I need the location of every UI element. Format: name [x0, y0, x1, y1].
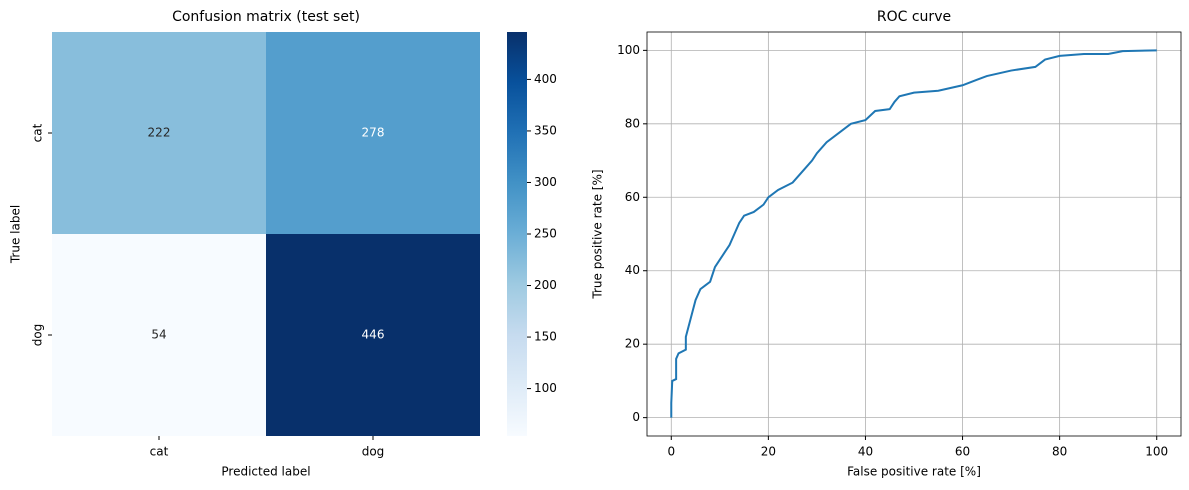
heatmap-cell: [266, 32, 480, 234]
y-axis-label: True positive rate [%]: [591, 169, 605, 299]
colorbar-tick-label: 150: [534, 330, 557, 344]
colorbar-tick-label: 350: [534, 123, 557, 137]
x-tick-label: 100: [1145, 445, 1168, 459]
x-tick-label: 80: [1052, 445, 1067, 459]
y-tick-label: 100: [617, 43, 640, 57]
cell-label: 54: [151, 328, 166, 342]
y-tick-label: cat: [31, 123, 45, 142]
x-tick-label: cat: [150, 445, 169, 459]
x-axis-label: Predicted label: [221, 465, 310, 479]
chart-title: Confusion matrix (test set): [172, 9, 360, 25]
x-tick-label: dog: [362, 445, 385, 459]
colorbar-tick-label: 100: [534, 381, 557, 395]
cell-label: 446: [362, 328, 385, 342]
colorbar-tick-label: 300: [534, 175, 557, 189]
x-tick-label: 60: [955, 445, 970, 459]
x-tick-label: 20: [761, 445, 776, 459]
x-axis-label: False positive rate [%]: [847, 465, 981, 479]
y-tick-label: 20: [625, 337, 640, 351]
colorbar: [507, 32, 527, 436]
cell-label: 278: [362, 126, 385, 140]
y-tick-label: dog: [31, 324, 45, 347]
y-axis-label: True label: [9, 205, 23, 264]
chart-title: ROC curve: [877, 9, 951, 25]
heatmap-cell: [266, 234, 480, 436]
colorbar-tick-label: 200: [534, 278, 557, 292]
roc-line: [670, 49, 1157, 418]
x-tick-label: 0: [667, 445, 675, 459]
y-tick-label: 0: [632, 410, 640, 424]
x-tick-label: 40: [858, 445, 873, 459]
y-tick-label: 60: [625, 190, 640, 204]
cell-label: 222: [148, 126, 171, 140]
y-tick-label: 80: [625, 116, 640, 130]
heatmap-cell: [52, 32, 266, 234]
heatmap-cell: [52, 234, 266, 436]
plot-frame: [646, 31, 1182, 437]
y-tick-label: 40: [625, 263, 640, 277]
colorbar-tick-label: 250: [534, 227, 557, 241]
colorbar-tick-label: 400: [534, 72, 557, 86]
